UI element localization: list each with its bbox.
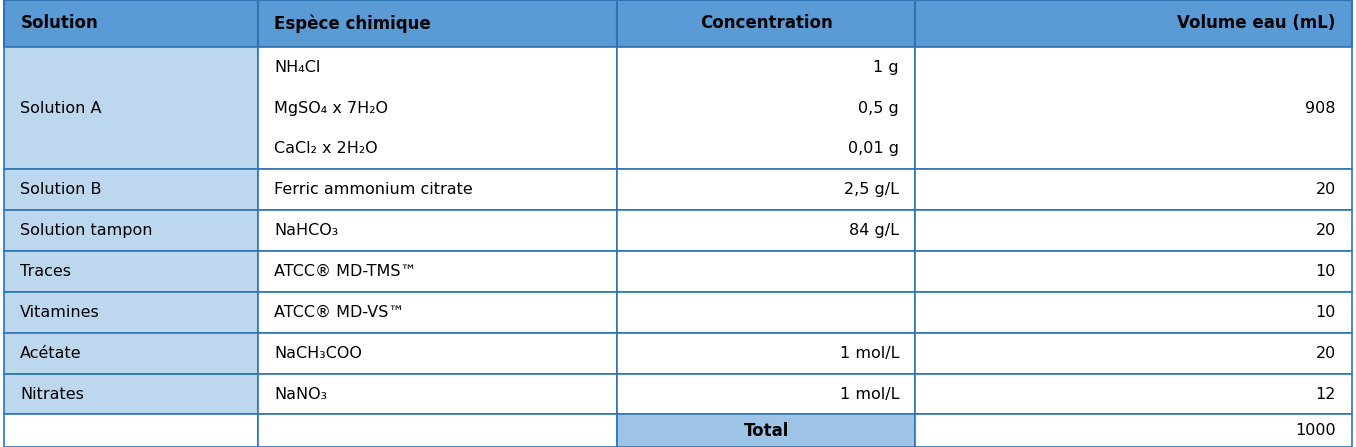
Bar [617, 251, 915, 292]
Bar [4, 47, 258, 169]
Bar [915, 333, 1352, 374]
Bar [915, 374, 1352, 414]
Bar [4, 251, 258, 292]
Bar [915, 210, 1352, 251]
Bar [617, 374, 915, 414]
Bar [915, 47, 1352, 169]
Bar [258, 251, 617, 292]
Bar [258, 292, 617, 333]
Text: Concentration: Concentration [700, 14, 833, 32]
Text: Solution tampon: Solution tampon [20, 223, 153, 238]
Bar [915, 169, 1352, 210]
Text: 0,01 g: 0,01 g [848, 141, 899, 156]
Text: 2,5 g/L: 2,5 g/L [843, 182, 899, 197]
Text: NaNO₃: NaNO₃ [274, 387, 327, 401]
Bar [617, 414, 915, 447]
Text: Solution B: Solution B [20, 182, 102, 197]
Bar [915, 292, 1352, 333]
Text: 0,5 g: 0,5 g [858, 101, 899, 116]
Bar [4, 210, 258, 251]
Text: Solution: Solution [20, 14, 98, 32]
Bar [258, 169, 617, 210]
Text: Total: Total [743, 422, 789, 440]
Text: Espèce chimique: Espèce chimique [274, 14, 431, 33]
Bar [258, 414, 617, 447]
Bar [4, 292, 258, 333]
Text: ATCC® MD-TMS™: ATCC® MD-TMS™ [274, 264, 416, 279]
Bar [258, 47, 617, 169]
Bar [258, 210, 617, 251]
Bar [915, 0, 1352, 47]
Bar [4, 0, 258, 47]
Text: NaCH₃COO: NaCH₃COO [274, 346, 362, 361]
Bar [617, 292, 915, 333]
Text: Volume eau (mL): Volume eau (mL) [1177, 14, 1336, 32]
Text: 20: 20 [1315, 182, 1336, 197]
Text: 84 g/L: 84 g/L [849, 223, 899, 238]
Text: Nitrates: Nitrates [20, 387, 84, 401]
Bar [258, 374, 617, 414]
Text: Ferric ammonium citrate: Ferric ammonium citrate [274, 182, 473, 197]
Text: 1 mol/L: 1 mol/L [839, 387, 899, 401]
Text: Vitamines: Vitamines [20, 305, 100, 320]
Bar [617, 169, 915, 210]
Bar [4, 414, 258, 447]
Text: ATCC® MD-VS™: ATCC® MD-VS™ [274, 305, 404, 320]
Text: 12: 12 [1315, 387, 1336, 401]
Bar [4, 374, 258, 414]
Text: 1000: 1000 [1295, 423, 1336, 438]
Bar [4, 169, 258, 210]
Text: Acétate: Acétate [20, 346, 81, 361]
Bar [617, 333, 915, 374]
Text: MgSO₄ x 7H₂O: MgSO₄ x 7H₂O [274, 101, 388, 116]
Text: 908: 908 [1306, 101, 1336, 116]
Text: 20: 20 [1315, 223, 1336, 238]
Bar [617, 0, 915, 47]
Bar [617, 210, 915, 251]
Bar [617, 47, 915, 169]
Text: Solution A: Solution A [20, 101, 102, 116]
Bar [915, 251, 1352, 292]
Bar [258, 333, 617, 374]
Text: 1 mol/L: 1 mol/L [839, 346, 899, 361]
Bar [915, 414, 1352, 447]
Text: 10: 10 [1315, 264, 1336, 279]
Text: CaCl₂ x 2H₂O: CaCl₂ x 2H₂O [274, 141, 377, 156]
Text: 1 g: 1 g [873, 60, 899, 75]
Text: NaHCO₃: NaHCO₃ [274, 223, 338, 238]
Text: 20: 20 [1315, 346, 1336, 361]
Text: NH₄Cl: NH₄Cl [274, 60, 320, 75]
Text: 10: 10 [1315, 305, 1336, 320]
Text: Traces: Traces [20, 264, 72, 279]
Bar [4, 333, 258, 374]
Bar [258, 0, 617, 47]
